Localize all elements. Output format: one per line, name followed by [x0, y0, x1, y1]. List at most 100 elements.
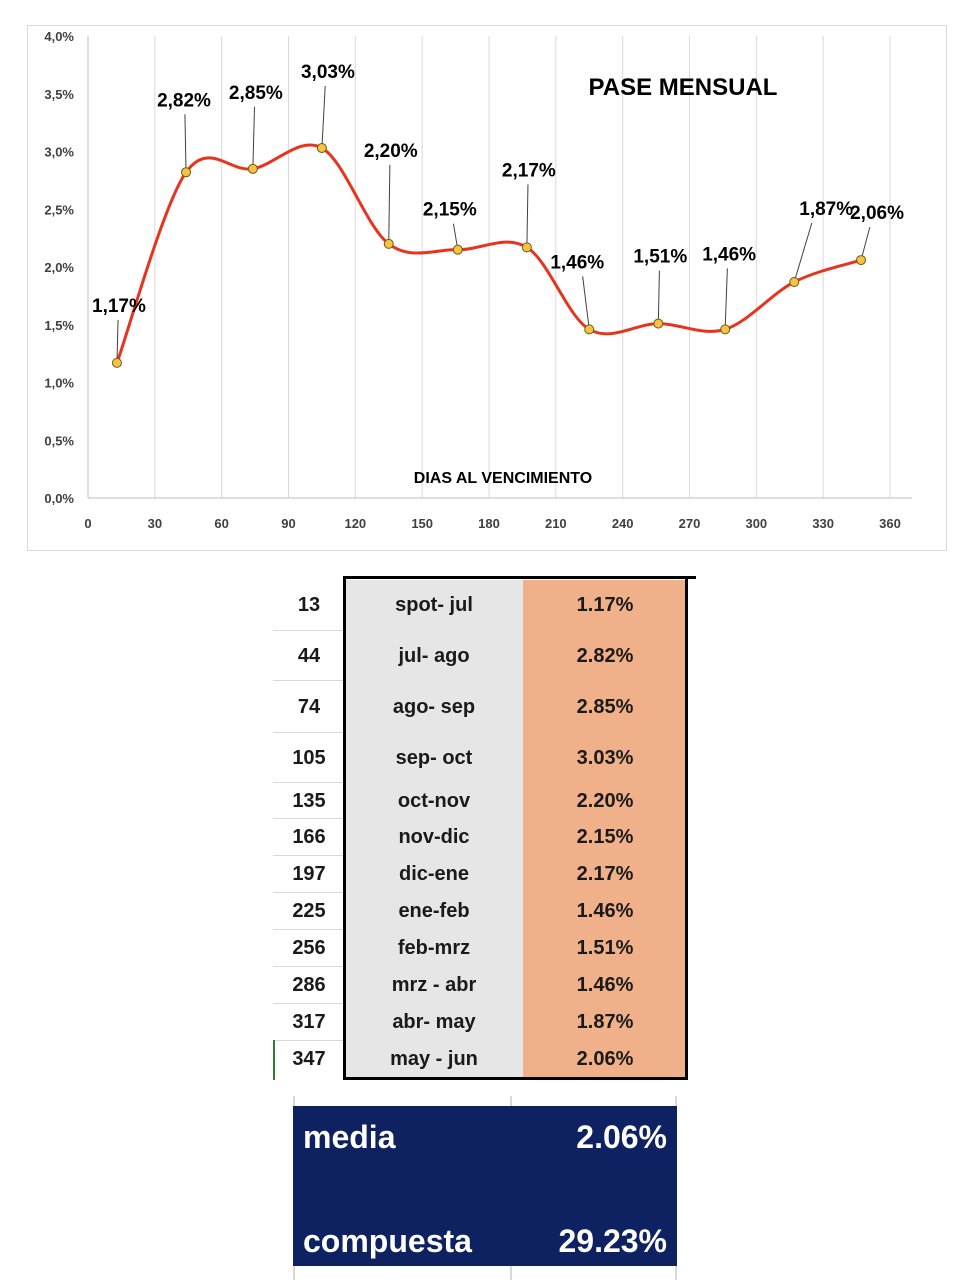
y-tick-label-5: 2,5%	[44, 202, 74, 217]
grid-line	[675, 1096, 677, 1106]
days-cell: 197	[292, 863, 326, 885]
rate-cell: 2.85%	[523, 681, 687, 733]
data-point-7	[584, 324, 595, 335]
series-markers	[111, 143, 867, 368]
label-leader-6	[526, 184, 529, 248]
table-row: 347 may - jun 2.06%	[273, 1041, 698, 1077]
label-leader-11	[860, 226, 871, 261]
table-row: 135 oct-nov 2.20%	[273, 783, 698, 819]
rate-cell: 1.46%	[523, 967, 687, 1004]
data-point-1	[181, 167, 192, 178]
x-tick-label-0: 0	[84, 516, 91, 531]
table-border-left	[343, 576, 346, 1080]
period-cell: may - jun	[345, 1041, 523, 1077]
days-cell: 166	[292, 826, 326, 848]
period-cell: abr- may	[345, 1004, 523, 1041]
days-cell: 225	[292, 900, 326, 922]
media-label: media	[303, 1118, 396, 1155]
grid-line	[675, 1266, 677, 1280]
table-row: 166 nov-dic 2.15%	[273, 819, 698, 856]
data-label-3: 3,03%	[301, 62, 355, 83]
x-tick-label-30: 30	[148, 516, 162, 531]
table-row: 105 sep- oct 3.03%	[273, 733, 698, 783]
table-row: 317 abr- may 1.87%	[273, 1004, 698, 1041]
table-border-right	[685, 576, 688, 1080]
x-tick-label-60: 60	[214, 516, 228, 531]
data-labels: 1,17% 2,82% 2,85% 3,03% 2,20% 2,15% 2,17% 1,46%…	[92, 62, 904, 317]
rate-cell: 1.51%	[523, 930, 687, 967]
y-tick-label-8: 4,0%	[44, 29, 74, 44]
summary-box: media 2.06% compuesta 29.23%	[293, 1106, 677, 1266]
row-gridline	[273, 782, 345, 783]
days-cell: 74	[297, 695, 321, 718]
media-value: 2.06%	[576, 1118, 667, 1155]
label-leader-0	[116, 319, 119, 363]
data-label-8: 1,51%	[633, 247, 687, 268]
days-cell: 286	[292, 974, 326, 996]
x-tick-label-240: 240	[612, 516, 634, 531]
label-leader-8	[657, 270, 660, 324]
period-cell: spot- jul	[345, 580, 523, 631]
row-gridline	[273, 818, 345, 819]
period-cell: nov-dic	[345, 819, 523, 856]
x-tick-label-210: 210	[545, 516, 567, 531]
x-axis-label: DIAS AL VENCIMIENTO	[414, 470, 592, 487]
table-row: 225 ene-feb 1.46%	[273, 893, 698, 930]
table-row: 74 ago- sep 2.85%	[273, 681, 698, 733]
table-row: 256 feb-mrz 1.51%	[273, 930, 698, 967]
label-leader-9	[724, 268, 728, 330]
rate-cell: 2.15%	[523, 819, 687, 856]
data-label-7: 1,46%	[550, 252, 604, 273]
data-point-8	[653, 318, 664, 329]
x-tick-label-150: 150	[411, 516, 433, 531]
x-tick-label-120: 120	[344, 516, 366, 531]
data-label-10: 1,87%	[799, 199, 853, 220]
days-cell: 105	[292, 746, 326, 769]
x-tick-label-360: 360	[879, 516, 901, 531]
data-point-10	[789, 277, 800, 288]
period-cell: ago- sep	[345, 681, 523, 733]
label-leader-2	[252, 106, 256, 169]
y-tick-label-1: 0,5%	[44, 433, 74, 448]
chart-axes: 0 30 60 90 120 150 180 210 240 270 300 330 360 0,0% 0,…	[44, 29, 912, 531]
data-label-5: 2,15%	[423, 200, 477, 221]
x-tick-label-330: 330	[812, 516, 834, 531]
period-cell: sep- oct	[345, 733, 523, 783]
data-label-0: 1,17%	[92, 296, 146, 317]
table-row: 13 spot- jul 1.17%	[273, 580, 698, 631]
line-chart: 0 30 60 90 120 150 180 210 240 270 300 330 360 0,0% 0,…	[44, 29, 912, 531]
data-point-9	[720, 324, 731, 335]
data-point-4	[383, 238, 394, 249]
rate-cell: 2.17%	[523, 856, 687, 893]
y-tick-label-2: 1,0%	[44, 376, 74, 391]
period-cell: mrz - abr	[345, 967, 523, 1004]
chart-container: 0 30 60 90 120 150 180 210 240 270 300 330 360 0,0% 0,…	[27, 25, 947, 551]
data-label-2: 2,85%	[229, 83, 283, 104]
data-label-11: 2,06%	[850, 203, 904, 224]
data-point-5	[452, 244, 463, 255]
days-cell: 256	[292, 937, 326, 959]
label-leader-7	[582, 276, 590, 330]
grid-line	[510, 1096, 512, 1106]
days-cell: 135	[292, 789, 326, 812]
data-point-3	[316, 143, 327, 154]
period-cell: oct-nov	[345, 783, 523, 819]
summary-media-row: media 2.06%	[293, 1112, 677, 1162]
row-gridline	[273, 630, 345, 631]
chart-title: PASE MENSUAL	[589, 74, 778, 101]
y-tick-label-4: 2,0%	[44, 260, 74, 275]
table-border-bottom	[343, 1077, 688, 1080]
row-gridline	[273, 892, 345, 893]
data-label-4: 2,20%	[364, 141, 418, 162]
y-tick-label-0: 0,0%	[44, 491, 74, 506]
data-label-1: 2,82%	[157, 90, 211, 111]
period-cell: ene-feb	[345, 893, 523, 930]
period-cell: dic-ene	[345, 856, 523, 893]
data-point-11	[856, 255, 867, 266]
grid-line	[293, 1266, 295, 1280]
period-cell: jul- ago	[345, 631, 523, 681]
days-cell: 44	[297, 644, 321, 667]
grid-line	[510, 1266, 512, 1280]
summary-compuesta-row: compuesta 29.23%	[293, 1216, 677, 1266]
rate-cell: 2.06%	[523, 1041, 687, 1077]
